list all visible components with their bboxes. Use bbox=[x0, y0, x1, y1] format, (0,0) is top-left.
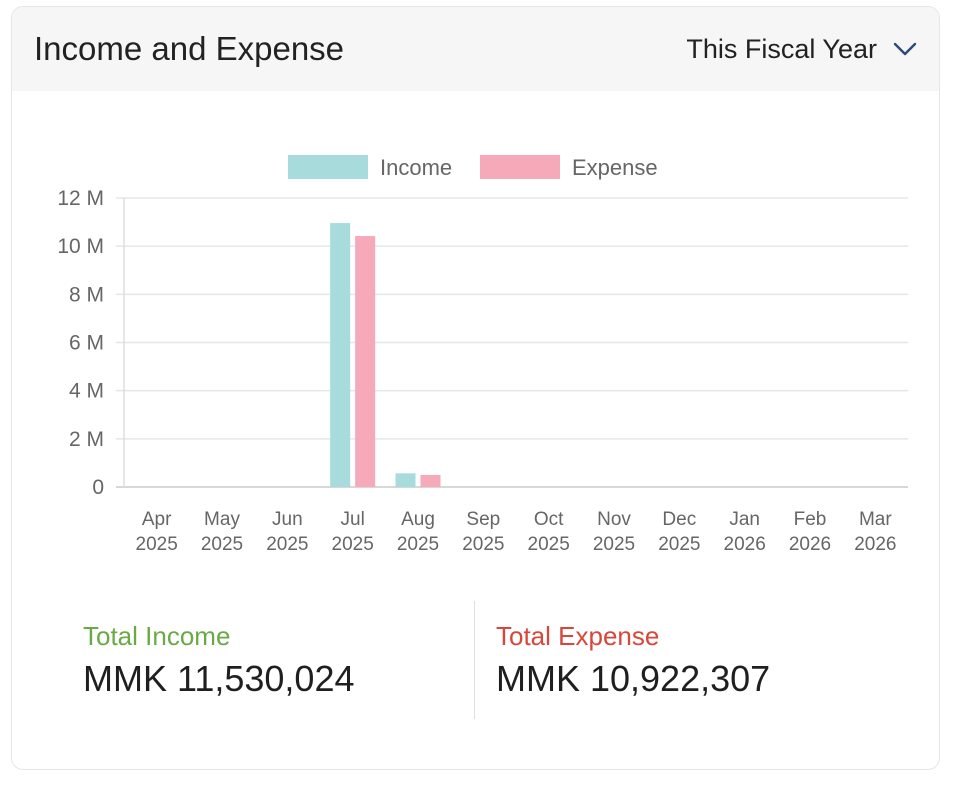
x-tick-label-year: 2025 bbox=[528, 534, 570, 555]
period-dropdown[interactable]: This Fiscal Year bbox=[686, 34, 917, 65]
legend-label-expense: Expense bbox=[572, 155, 658, 180]
total-income-value: MMK 11,530,024 bbox=[83, 658, 355, 699]
x-tick-label-year: 2025 bbox=[136, 534, 178, 555]
y-tick-label: 2 M bbox=[69, 428, 104, 451]
x-tick-label-year: 2025 bbox=[266, 534, 308, 555]
card-title: Income and Expense bbox=[34, 30, 345, 67]
x-tick-label-month: Feb bbox=[794, 509, 827, 530]
y-tick-label: 0 bbox=[92, 476, 104, 499]
totals-section: Total Income MMK 11,530,024 Total Expens… bbox=[12, 601, 939, 721]
period-dropdown-label: This Fiscal Year bbox=[686, 33, 877, 64]
y-tick-label: 12 M bbox=[57, 187, 104, 210]
x-tick-label-month: Mar bbox=[859, 509, 892, 530]
x-tick-label-year: 2025 bbox=[593, 534, 635, 555]
total-income-block: Total Income MMK 11,530,024 bbox=[83, 621, 355, 700]
income-bar bbox=[330, 223, 351, 487]
x-tick-label-year: 2025 bbox=[397, 534, 439, 555]
x-tick-label-month: Jan bbox=[729, 509, 760, 530]
x-tick-label-month: Nov bbox=[597, 509, 631, 530]
income-bar bbox=[395, 473, 416, 487]
y-tick-label: 4 M bbox=[69, 380, 104, 403]
legend-swatch-expense bbox=[480, 155, 560, 179]
x-tick-label-month: Sep bbox=[466, 509, 500, 530]
x-tick-label-month: Aug bbox=[401, 509, 435, 530]
x-tick-label-month: Oct bbox=[534, 509, 564, 530]
income-expense-chart: 0 2 M 4 M 6 M 8 M 10 M 12 M Apr 2025 May 2025 Jun 20… bbox=[57, 155, 908, 555]
x-tick-label-year: 2025 bbox=[332, 534, 374, 555]
chevron-down-icon bbox=[893, 41, 917, 57]
y-tick-label: 6 M bbox=[69, 332, 104, 355]
total-income-label: Total Income bbox=[83, 621, 231, 651]
x-tick-label-month: Apr bbox=[142, 509, 172, 530]
y-tick-label: 8 M bbox=[69, 283, 104, 306]
expense-bar bbox=[420, 474, 441, 487]
x-tick-label-month: Jul bbox=[341, 509, 365, 530]
y-tick-label: 10 M bbox=[57, 235, 104, 258]
x-tick-label-year: 2026 bbox=[724, 534, 766, 555]
card-header: Income and Expense This Fiscal Year bbox=[12, 7, 939, 91]
legend-label-income: Income bbox=[380, 155, 452, 180]
total-expense-block: Total Expense MMK 10,922,307 bbox=[496, 621, 770, 700]
x-tick-label-year: 2025 bbox=[462, 534, 504, 555]
x-tick-label-year: 2026 bbox=[789, 534, 831, 555]
x-tick-label-month: Dec bbox=[662, 509, 696, 530]
x-tick-label-year: 2026 bbox=[854, 534, 896, 555]
x-tick-label-month: Jun bbox=[272, 509, 303, 530]
total-expense-value: MMK 10,922,307 bbox=[496, 658, 771, 699]
chart-area: 0 2 M 4 M 6 M 8 M 10 M 12 M Apr 2025 May 2025 Jun 20… bbox=[12, 91, 939, 591]
income-expense-card: Income and Expense This Fiscal Year 0 2 M… bbox=[11, 6, 940, 770]
expense-bar bbox=[355, 236, 376, 487]
x-tick-label-year: 2025 bbox=[658, 534, 700, 555]
x-tick-label-year: 2025 bbox=[201, 534, 243, 555]
totals-divider bbox=[474, 601, 475, 719]
x-tick-label-month: May bbox=[204, 509, 240, 530]
total-expense-label: Total Expense bbox=[496, 621, 660, 651]
legend-swatch-income bbox=[288, 155, 368, 179]
